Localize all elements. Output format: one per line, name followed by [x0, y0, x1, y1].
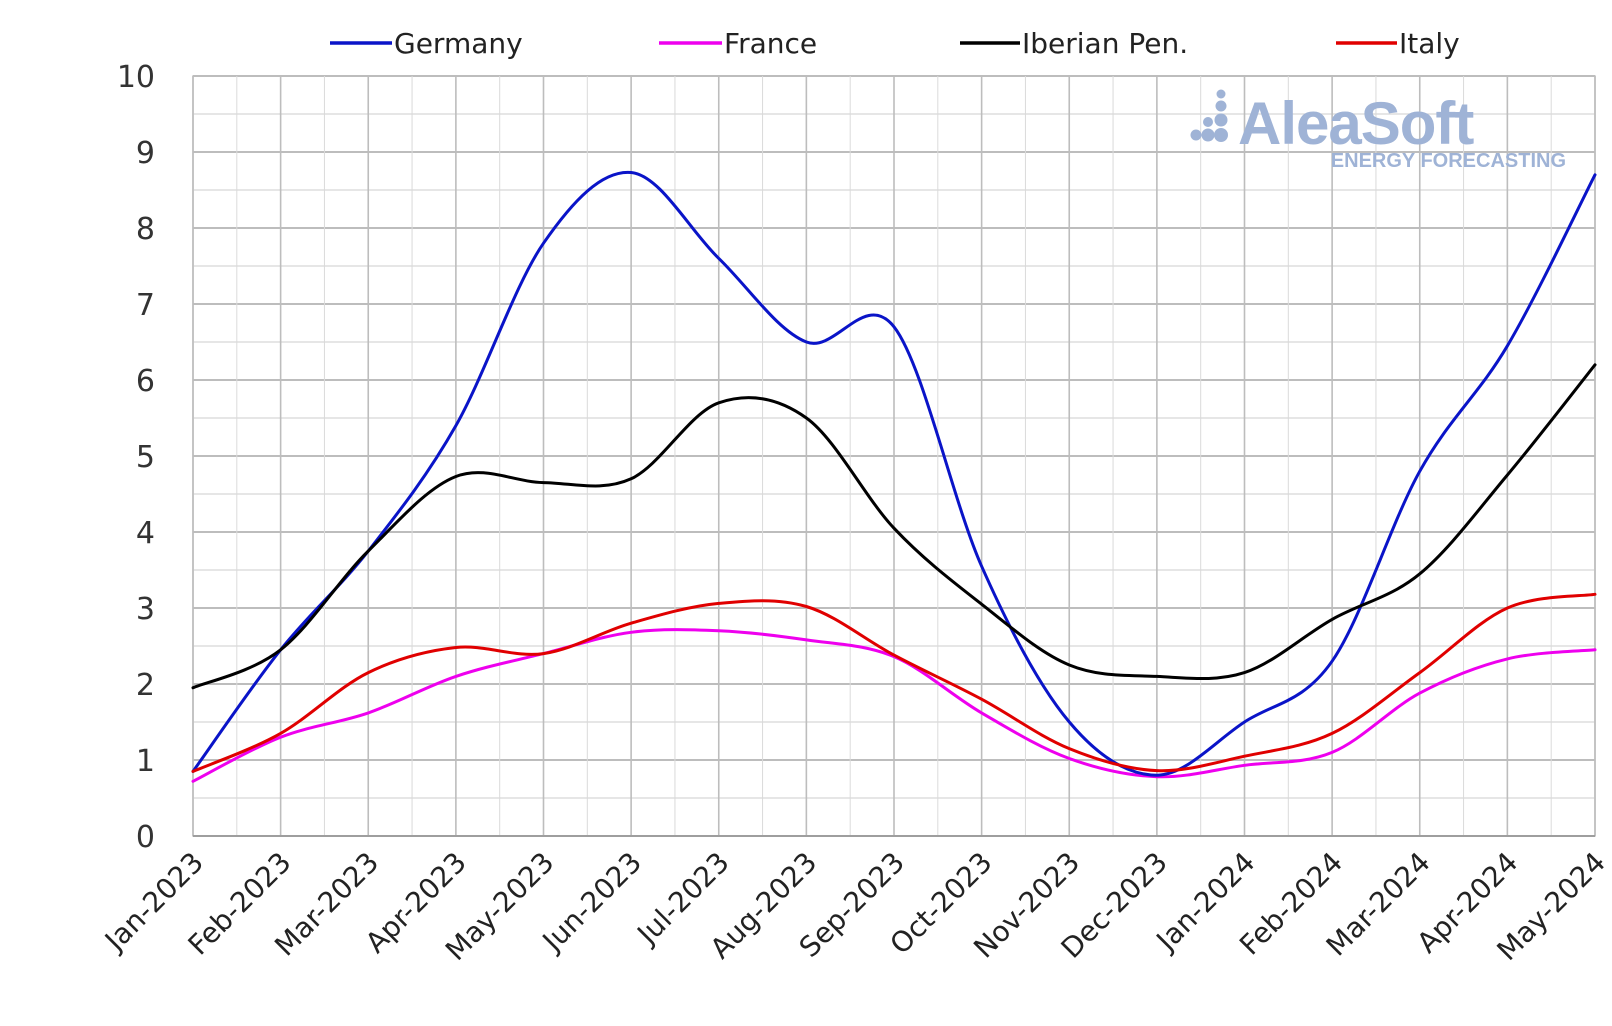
y-tick-label: 5 — [136, 440, 155, 475]
series-line-italy — [191, 592, 1597, 773]
y-tick-label: 7 — [136, 288, 155, 323]
series-lines — [191, 170, 1597, 783]
legend: Germany France Iberian Pen. Italy — [330, 27, 1460, 60]
legend-label-italy: Italy — [1399, 27, 1460, 60]
aleasoft-watermark: AleaSoft ENERGY FORECASTING — [1190, 89, 1566, 172]
legend-label-iberian-pen: Iberian Pen. — [1022, 27, 1188, 60]
y-tick-label: 4 — [136, 516, 155, 551]
aleasoft-dots-icon — [1190, 89, 1228, 142]
series-line-iberian-pen — [191, 363, 1597, 690]
y-tick-label: 10 — [117, 60, 155, 95]
legend-label-germany: Germany — [394, 27, 523, 60]
y-tick-label: 0 — [136, 820, 155, 855]
y-tick-label: 6 — [136, 364, 155, 399]
y-tick-label: 9 — [136, 136, 155, 171]
y-tick-label: 2 — [136, 668, 155, 703]
series-line-germany — [191, 170, 1597, 777]
legend-label-france: France — [724, 27, 817, 60]
gridlines — [192, 75, 1596, 837]
y-tick-label: 1 — [136, 744, 155, 779]
watermark-tagline: ENERGY FORECASTING — [1331, 150, 1566, 172]
y-tick-label: 3 — [136, 592, 155, 627]
watermark-name: AleaSoft — [1238, 90, 1474, 157]
y-tick-label: 8 — [136, 212, 155, 247]
